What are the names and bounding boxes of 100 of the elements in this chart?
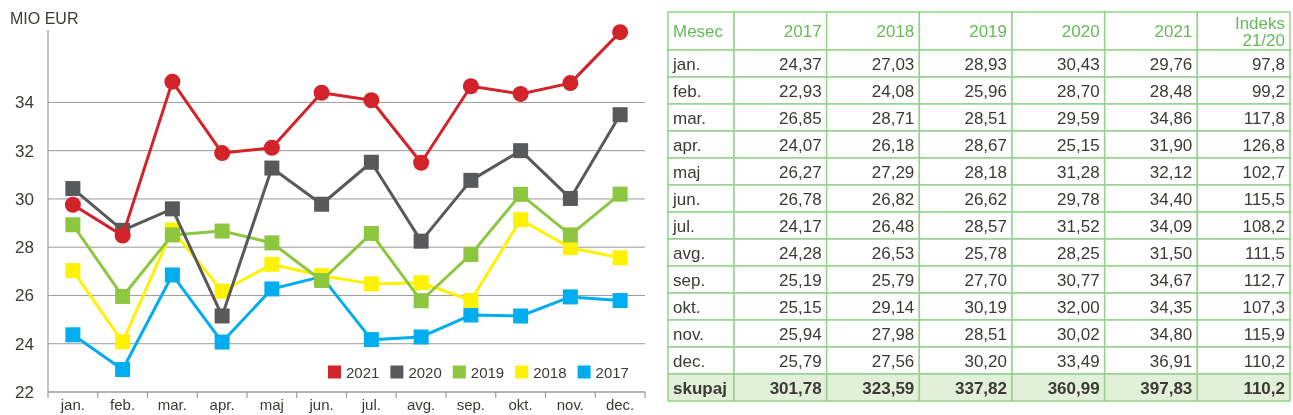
point xyxy=(463,172,479,188)
point xyxy=(65,327,81,343)
data-label: 28,93 xyxy=(964,54,1007,74)
data-label: 27,98 xyxy=(871,324,915,344)
data-label: 27,03 xyxy=(871,54,915,74)
data-label: 28,48 xyxy=(1149,81,1193,101)
point xyxy=(413,154,430,171)
data-label: 29,78 xyxy=(1057,189,1100,209)
data-label: 26,48 xyxy=(871,216,915,236)
x-tick-label: nov. xyxy=(556,396,584,413)
x-tick-label: jun. xyxy=(308,396,334,413)
data-label: 108,2 xyxy=(1242,216,1285,236)
y-tick-label: 26 xyxy=(15,286,34,306)
point xyxy=(164,267,180,283)
point xyxy=(562,75,579,92)
point xyxy=(164,227,180,243)
data-label: 102,7 xyxy=(1242,162,1285,182)
data-label: 28,25 xyxy=(1057,243,1100,263)
x-tick-label: 2020 xyxy=(1061,22,1100,41)
point xyxy=(314,196,330,212)
y-tick-label: apr. xyxy=(673,135,702,155)
data-label: 31,50 xyxy=(1149,243,1193,263)
data-label: 33,49 xyxy=(1057,351,1100,371)
data-label: 32,12 xyxy=(1149,162,1193,182)
point xyxy=(612,250,628,266)
data-label: 25,15 xyxy=(1057,135,1100,155)
data-label: 28,57 xyxy=(964,216,1007,236)
data-label: 31,52 xyxy=(1057,216,1100,236)
point xyxy=(513,143,529,159)
data-label: 30,02 xyxy=(1057,324,1100,344)
point xyxy=(64,196,81,213)
data-label: 29,76 xyxy=(1149,54,1193,74)
point xyxy=(463,246,479,262)
point xyxy=(214,223,230,239)
data-label: 24,28 xyxy=(779,243,822,263)
legend-label: 2019 xyxy=(470,363,505,381)
point xyxy=(313,84,330,101)
data-label: 25,78 xyxy=(964,243,1007,263)
data-label: 26,82 xyxy=(871,189,915,209)
point xyxy=(115,362,131,378)
x-tick-label: Indeks 21/20 xyxy=(1234,13,1285,50)
data-label: 27,70 xyxy=(964,270,1007,290)
data-label: 28,51 xyxy=(964,108,1007,128)
data-label: 323,59 xyxy=(862,378,915,398)
point xyxy=(413,293,429,309)
x-tick-label: sep. xyxy=(456,396,486,413)
point xyxy=(363,332,379,348)
point xyxy=(562,190,578,206)
data-label: 34,40 xyxy=(1149,189,1193,209)
data-label: 115,5 xyxy=(1243,189,1285,209)
data-label: 34,67 xyxy=(1149,270,1193,290)
point xyxy=(562,289,578,305)
data-label: 34,86 xyxy=(1149,108,1193,128)
point xyxy=(413,233,429,249)
data-label: 36,91 xyxy=(1149,351,1193,371)
x-tick-label: feb. xyxy=(110,396,136,413)
legend-label: 2021 xyxy=(346,363,380,381)
point xyxy=(314,273,330,288)
point xyxy=(264,281,280,297)
x-tick-label: jul. xyxy=(360,396,381,413)
data-label: 360,99 xyxy=(1047,378,1100,398)
point xyxy=(115,288,131,304)
data-label: 28,70 xyxy=(1057,81,1100,101)
point xyxy=(513,308,529,324)
y-tick-label: jul. xyxy=(672,216,695,236)
x-tick-label: jan. xyxy=(59,396,85,413)
data-label: 30,19 xyxy=(964,297,1007,317)
data-label: 111,5 xyxy=(1244,243,1285,263)
data-label: 25,19 xyxy=(779,270,822,290)
data-label: 24,08 xyxy=(871,81,915,101)
point xyxy=(214,308,230,324)
y-tick-label: jan. xyxy=(672,54,701,74)
point xyxy=(612,107,628,123)
point xyxy=(264,160,280,176)
data-label: 26,85 xyxy=(779,108,822,128)
point xyxy=(463,293,479,309)
point xyxy=(513,186,529,202)
data-label: 24,17 xyxy=(779,216,822,236)
x-tick-label: okt. xyxy=(508,396,533,413)
data-label: 26,78 xyxy=(779,189,822,209)
data-label: 24,07 xyxy=(779,135,822,155)
x-tick-label: 2018 xyxy=(876,22,915,41)
data-label: 397,83 xyxy=(1140,378,1193,398)
y-tick-label: dec. xyxy=(673,351,706,371)
data-label: 28,51 xyxy=(964,324,1007,344)
data-label: 29,14 xyxy=(871,297,915,317)
point xyxy=(413,329,429,345)
point xyxy=(164,73,181,90)
data-label: 110,2 xyxy=(1243,351,1285,371)
y-tick-label: 22 xyxy=(15,383,34,402)
y-tick-label: nov. xyxy=(673,324,704,344)
data-label: 25,79 xyxy=(871,270,915,290)
y-tick-label: sep. xyxy=(673,270,706,290)
x-tick-label: 2019 xyxy=(969,22,1007,41)
y-tick-label: 32 xyxy=(15,141,34,161)
data-label: 107,3 xyxy=(1242,297,1285,317)
x-tick-label: maj xyxy=(259,396,284,413)
data-label: 22,93 xyxy=(779,81,822,101)
x-tick-label: avg. xyxy=(406,396,436,413)
data-label: 112,7 xyxy=(1243,270,1285,290)
